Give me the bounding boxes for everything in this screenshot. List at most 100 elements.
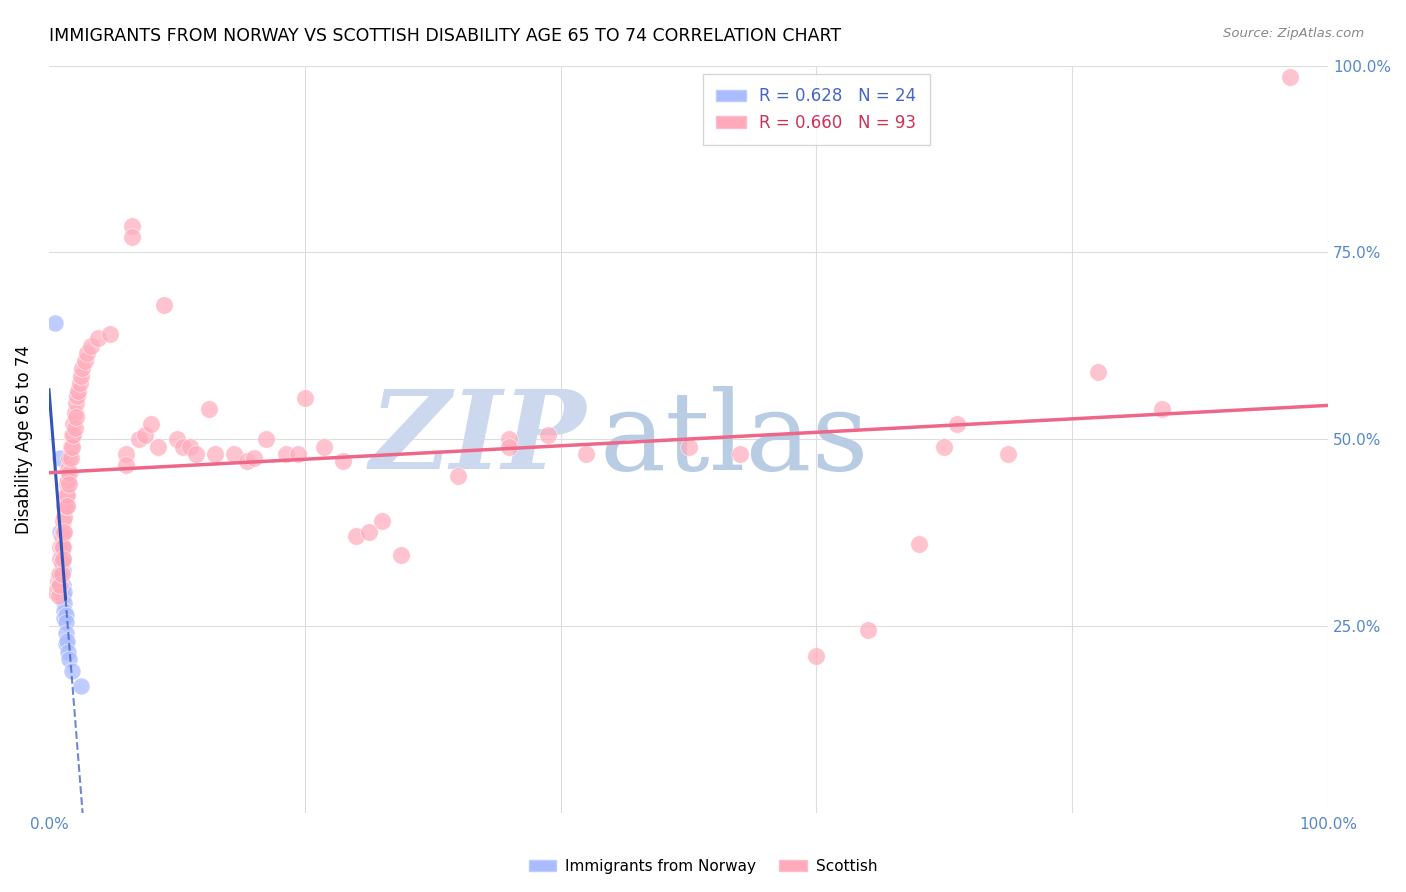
Point — [55, 488, 77, 502]
Point — [166, 432, 188, 446]
Point — [66, 389, 89, 403]
Point — [153, 298, 176, 312]
Point — [59, 450, 82, 465]
Point — [56, 462, 79, 476]
Point — [146, 440, 169, 454]
Point — [52, 563, 75, 577]
Point — [46, 574, 69, 588]
Point — [52, 541, 75, 555]
Point — [55, 615, 77, 629]
Point — [76, 346, 98, 360]
Point — [370, 514, 392, 528]
Point — [55, 607, 77, 622]
Point — [198, 402, 221, 417]
Point — [114, 458, 136, 473]
Point — [287, 447, 309, 461]
Point — [51, 544, 73, 558]
Point — [53, 585, 76, 599]
Point — [907, 536, 929, 550]
Point — [997, 447, 1019, 461]
Point — [44, 316, 66, 330]
Point — [70, 679, 93, 693]
Point — [242, 450, 264, 465]
Point — [52, 514, 75, 528]
Point — [70, 368, 93, 383]
Point — [48, 589, 70, 603]
Point — [1278, 70, 1301, 84]
Point — [53, 500, 76, 514]
Point — [59, 440, 82, 454]
Point — [62, 428, 84, 442]
Point — [224, 447, 246, 461]
Point — [56, 633, 79, 648]
Point — [46, 582, 69, 596]
Point — [56, 500, 79, 514]
Point — [58, 450, 80, 465]
Point — [51, 555, 73, 569]
Point — [49, 541, 72, 555]
Text: ZIP: ZIP — [370, 385, 586, 492]
Point — [55, 638, 77, 652]
Point — [52, 589, 75, 603]
Point — [51, 555, 73, 569]
Point — [49, 551, 72, 566]
Point — [184, 447, 207, 461]
Point — [60, 428, 83, 442]
Point — [51, 541, 73, 555]
Point — [114, 447, 136, 461]
Point — [52, 525, 75, 540]
Point — [312, 440, 335, 454]
Point — [52, 578, 75, 592]
Point — [56, 476, 79, 491]
Point — [65, 409, 87, 424]
Point — [274, 447, 297, 461]
Point — [49, 525, 72, 540]
Point — [52, 551, 75, 566]
Point — [63, 421, 86, 435]
Point — [934, 440, 956, 454]
Point — [53, 525, 76, 540]
Point — [141, 417, 163, 431]
Legend: R = 0.628   N = 24, R = 0.660   N = 93: R = 0.628 N = 24, R = 0.660 N = 93 — [703, 74, 929, 145]
Point — [60, 440, 83, 454]
Point — [49, 450, 72, 465]
Point — [53, 611, 76, 625]
Point — [56, 473, 79, 487]
Point — [236, 454, 259, 468]
Point — [121, 219, 143, 234]
Point — [537, 428, 560, 442]
Point — [80, 339, 103, 353]
Point — [1150, 402, 1173, 417]
Point — [128, 432, 150, 446]
Point — [172, 440, 194, 454]
Point — [498, 440, 520, 454]
Point — [121, 230, 143, 244]
Point — [100, 327, 122, 342]
Point — [48, 578, 70, 592]
Point — [498, 432, 520, 446]
Point — [48, 566, 70, 581]
Point — [70, 361, 93, 376]
Point — [58, 466, 80, 480]
Point — [51, 566, 73, 581]
Point — [58, 476, 80, 491]
Point — [56, 645, 79, 659]
Point — [179, 440, 201, 454]
Point — [254, 432, 277, 446]
Point — [56, 488, 79, 502]
Point — [728, 447, 751, 461]
Point — [49, 578, 72, 592]
Point — [69, 376, 91, 390]
Point — [73, 353, 96, 368]
Point — [44, 585, 66, 599]
Point — [53, 596, 76, 610]
Point — [946, 417, 969, 431]
Point — [86, 331, 108, 345]
Point — [67, 384, 90, 398]
Point — [62, 417, 84, 431]
Point — [49, 566, 72, 581]
Text: IMMIGRANTS FROM NORWAY VS SCOTTISH DISABILITY AGE 65 TO 74 CORRELATION CHART: IMMIGRANTS FROM NORWAY VS SCOTTISH DISAB… — [49, 27, 841, 45]
Point — [575, 447, 598, 461]
Text: atlas: atlas — [599, 385, 869, 492]
Point — [678, 440, 700, 454]
